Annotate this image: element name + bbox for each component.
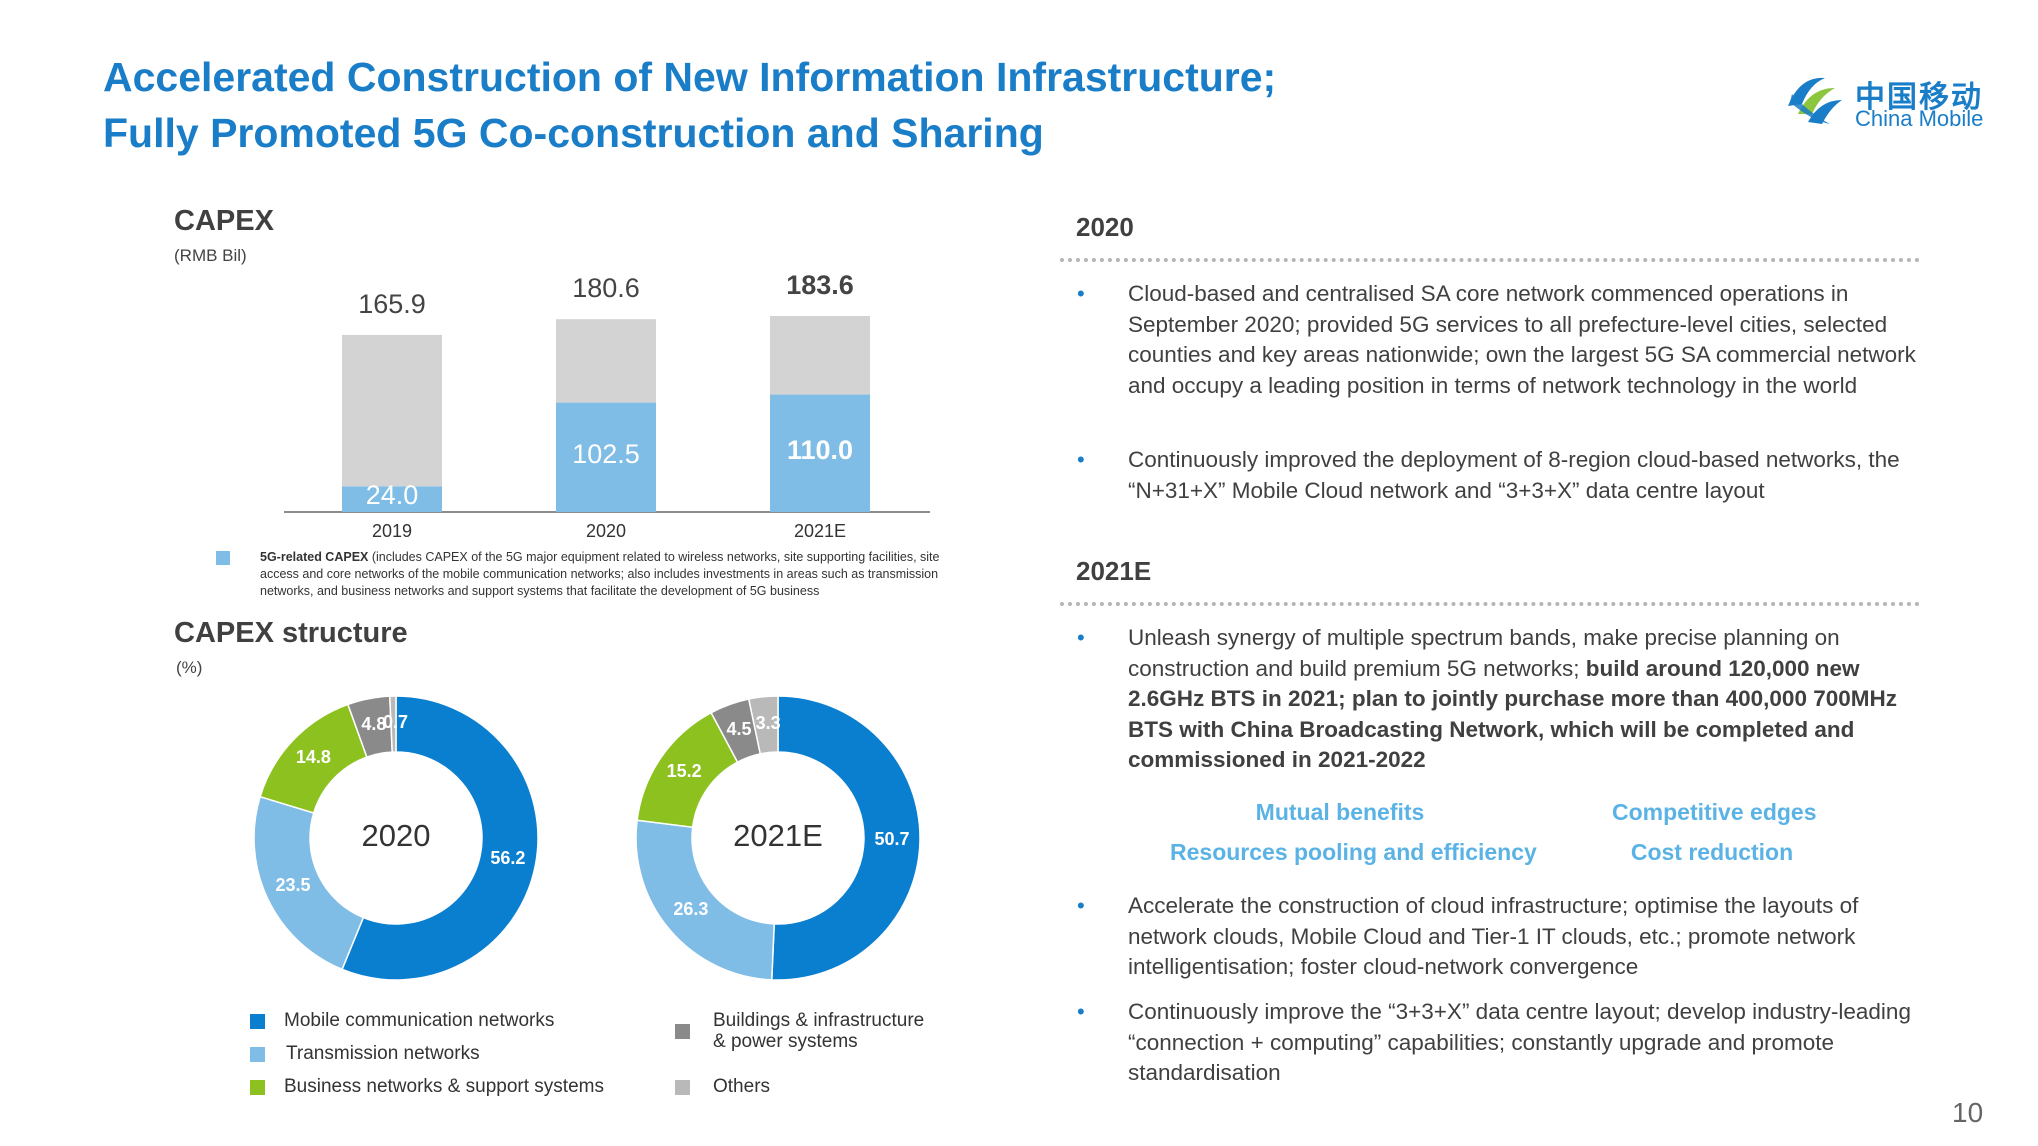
legend-label: Transmission networks — [286, 1043, 480, 1064]
bullet-2021-1-bold: build around 120,000 new 2.6GHz BTS in 2… — [1128, 655, 1897, 773]
legend-swatch — [675, 1024, 690, 1039]
legend-label: Business networks & support systems — [284, 1076, 604, 1097]
china-mobile-logo-icon — [1788, 77, 1842, 124]
legend-swatch — [675, 1080, 690, 1095]
bar-5g-capex — [770, 394, 870, 512]
legend-label: Mobile communication networks — [284, 1010, 555, 1031]
bar-total-label: 183.6 — [786, 270, 854, 300]
structure-unit: (%) — [176, 658, 203, 677]
donut-value-label: 0.7 — [382, 712, 408, 733]
donut-value-label: 4.5 — [726, 718, 752, 739]
capex-title: CAPEX — [174, 205, 274, 237]
bar-other-capex — [556, 319, 656, 403]
legend-swatch — [250, 1014, 265, 1029]
bar-5g-capex — [342, 486, 442, 512]
bullet-2021-1: Unleash synergy of multiple spectrum ban… — [1128, 623, 1918, 776]
bar-5g-capex — [556, 402, 656, 512]
page-number: 10 — [1952, 1097, 1984, 1128]
bullet-dot: • — [1077, 999, 1085, 1024]
legend-swatch — [250, 1047, 265, 1062]
keyword-cost-reduction: Cost reduction — [1630, 839, 1794, 865]
bullet-2021-1-plain: Unleash synergy of multiple spectrum ban… — [1128, 625, 1840, 681]
x-tick-label: 2021E — [793, 521, 847, 541]
structure-title: CAPEX structure — [174, 617, 408, 649]
bar-total-label: 180.6 — [572, 273, 640, 304]
x-tick-label: 2020 — [585, 521, 627, 541]
bullet-2020-2: Continuously improved the deployment of … — [1128, 447, 1900, 503]
bar-5g-value-label: 102.5 — [572, 439, 640, 470]
page-title-line-1: Accelerated Construction of New Informat… — [103, 54, 1277, 100]
keyword-mutual-benefits: Mutual benefits — [1255, 799, 1425, 825]
year-heading-2021e: 2021E — [1076, 556, 1152, 586]
year-heading-2020: 2020 — [1076, 212, 1134, 242]
footnote-rest: (includes CAPEX of the 5G major equipmen… — [260, 550, 940, 598]
legend-swatch — [250, 1080, 265, 1095]
donut-slice — [253, 795, 365, 971]
bar-5g-value-label: 110.0 — [786, 435, 854, 466]
x-tick-label: 2019 — [371, 521, 413, 541]
capex-unit: (RMB Bil) — [174, 246, 247, 265]
divider-2020 — [1060, 258, 1920, 262]
5g-capex-legend-swatch — [216, 551, 230, 565]
bar-other-capex — [770, 316, 870, 395]
keyword-competitive-edges: Competitive edges — [1612, 799, 1817, 825]
donut-slice — [770, 695, 921, 981]
bullet-2021-3: Continuously improve the “3+3+X” data ce… — [1128, 999, 1911, 1085]
donut-value-label: 4.8 — [361, 714, 387, 735]
bullet-dot: • — [1077, 281, 1085, 306]
bullet-dot: • — [1077, 625, 1085, 650]
donut-value-label: 50.7 — [874, 828, 910, 849]
donut-slice — [388, 695, 397, 753]
bar-5g-value-label: 24.0 — [365, 480, 419, 510]
legend-label: Others — [713, 1076, 771, 1097]
donut-center-label: 2020 — [361, 818, 431, 853]
bullet-2021-2: Accelerate the construction of cloud inf… — [1128, 893, 1859, 979]
keyword-resources-pooling: Resources pooling and efficiency — [1170, 839, 1537, 865]
logo-text-en: China Mobile — [1855, 106, 1984, 131]
divider-2021e — [1060, 602, 1920, 606]
donut-value-label: 26.3 — [673, 899, 709, 920]
bar-other-capex — [342, 334, 442, 487]
bullet-dot: • — [1077, 447, 1085, 472]
bullet-2020-1: Cloud-based and centralised SA core netw… — [1128, 281, 1916, 398]
footnote-bold: 5G-related CAPEX — [260, 550, 369, 564]
bar-total-label: 165.9 — [358, 288, 426, 319]
donut-center-label: 2021E — [733, 818, 823, 853]
donut-value-label: 56.2 — [490, 848, 526, 869]
donut-slice — [635, 819, 776, 981]
capex-footnote: 5G-related CAPEX (includes CAPEX of the … — [260, 549, 980, 600]
donut-value-label: 14.8 — [295, 747, 331, 768]
donut-value-label: 15.2 — [666, 761, 702, 782]
page-title-line-2: Fully Promoted 5G Co-construction and Sh… — [103, 110, 1044, 156]
donut-value-label: 23.5 — [275, 874, 311, 895]
donut-slice — [341, 695, 539, 981]
bullet-dot: • — [1077, 893, 1085, 918]
donut-value-label: 3.3 — [755, 712, 781, 733]
legend-label: Buildings & infrastructure & power syste… — [713, 1010, 925, 1052]
donut-slice — [747, 695, 779, 755]
logo-text-cn: 中国移动 — [1855, 81, 1983, 114]
